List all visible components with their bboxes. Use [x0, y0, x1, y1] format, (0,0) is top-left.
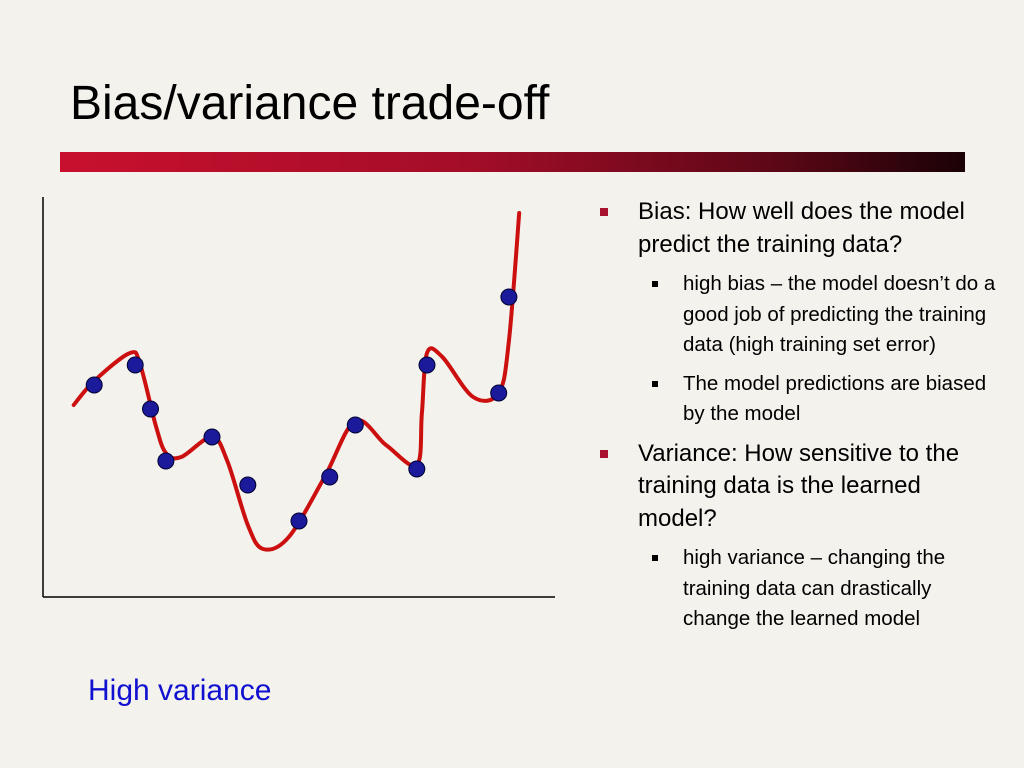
- data-point: [490, 384, 508, 402]
- data-point: [408, 460, 426, 478]
- sub-bullet: The model predictions are biased by the …: [638, 369, 1000, 430]
- sub-bullet: high variance – changing the training da…: [638, 543, 1000, 635]
- data-point: [239, 476, 257, 494]
- fit-curve: [71, 211, 522, 552]
- data-point: [500, 288, 518, 306]
- sub-bullet-square-icon: [652, 380, 658, 387]
- sub-bullet-square-icon: [652, 281, 658, 287]
- sub-bullet-text: high bias – the model doesn’t do a good …: [683, 272, 996, 356]
- data-point: [290, 512, 308, 530]
- data-point: [418, 356, 436, 374]
- sub-bullet-text: high variance – changing the training da…: [683, 546, 946, 630]
- bullet-bias: Bias: How well does the model predict th…: [600, 196, 1000, 430]
- bullet-square-icon: [600, 449, 608, 458]
- bullet-square-icon: [600, 208, 608, 216]
- sub-bullet-text: The model predictions are biased by the …: [683, 371, 987, 426]
- bullet-text: Bias: How well does the model predict th…: [638, 198, 965, 258]
- bullet-variance: Variance: How sensitive to the training …: [600, 438, 1000, 635]
- sub-bullet: high bias – the model doesn’t do a good …: [638, 269, 1000, 361]
- data-point: [346, 416, 364, 434]
- title-rule: [60, 152, 965, 172]
- data-point: [85, 376, 103, 394]
- data-point: [142, 400, 159, 418]
- data-point: [126, 356, 144, 374]
- data-point: [157, 452, 175, 470]
- plot-caption: High variance: [88, 674, 272, 707]
- data-point: [203, 428, 221, 446]
- sub-bullet-list: high variance – changing the training da…: [638, 543, 1000, 635]
- bullet-list: Bias: How well does the model predict th…: [600, 196, 1000, 643]
- sub-bullet-list: high bias – the model doesn’t do a good …: [638, 269, 1000, 430]
- sub-bullet-square-icon: [652, 555, 658, 561]
- data-point: [321, 468, 339, 486]
- slide-title: Bias/variance trade-off: [70, 77, 550, 130]
- bullet-text: Variance: How sensitive to the training …: [638, 439, 960, 532]
